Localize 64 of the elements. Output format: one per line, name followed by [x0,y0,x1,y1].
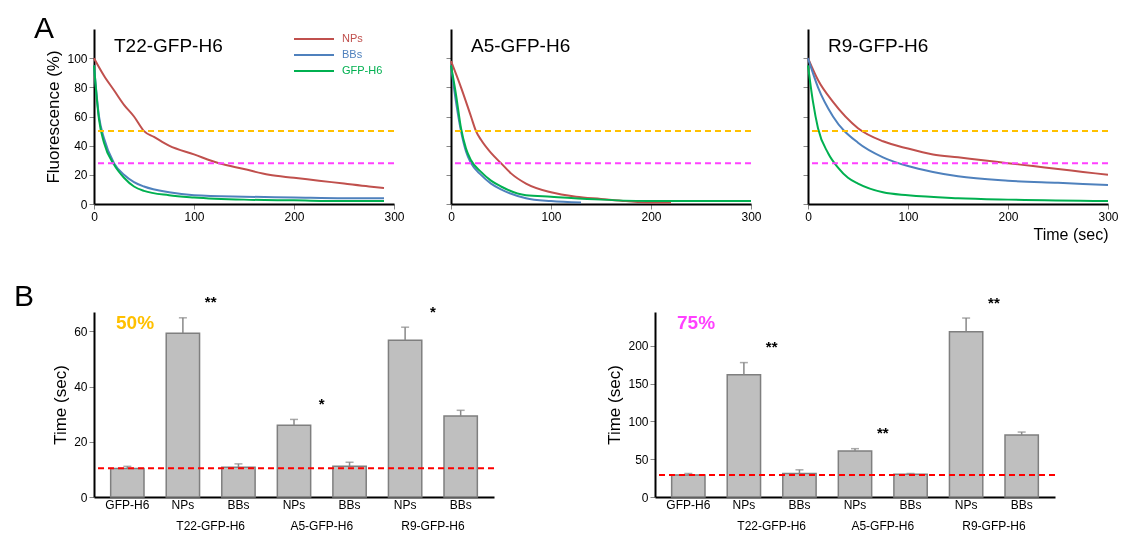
text: R9-GFP-H6 [401,519,465,533]
x-tick-label: 0 [805,209,813,224]
text: A5-GFP-H6 [851,519,915,533]
y-tick-label: 60 [74,324,88,339]
y-tick-label: 60 [74,110,88,124]
y-tick-label: 0 [80,197,88,212]
y-tick-label: 200 [628,339,649,354]
x-tick-label: NPs [954,497,978,512]
annotation: * [318,395,325,413]
legend-label: GFP-H6 [342,64,383,76]
chart-title: 50% [116,312,155,333]
x-tick-label: 100 [898,209,919,224]
x-tick-label: 100 [541,209,562,224]
x-tick-label: BBs [449,497,472,512]
x-tick-label: BBs [788,497,811,512]
x-tick-label: 100 [184,209,205,224]
x-tick-label: 300 [384,209,405,224]
x-tick-label: BBs [899,497,922,512]
x-tick-label: 300 [741,209,762,224]
y-tick-label: 150 [628,377,649,392]
chart-title: R9-GFP-H6 [828,35,929,56]
x-tick-label: BBs [227,497,250,512]
legend-label: BBs [342,48,363,60]
x-axis-title: Time (sec) [1033,225,1109,243]
y-tick-label: 40 [74,139,88,154]
text: B [14,279,35,312]
chart-title: T22-GFP-H6 [114,35,223,56]
legend-label: NPs [342,32,364,44]
text: R9-GFP-H6 [962,519,1026,533]
x-tick-label: 200 [998,209,1019,224]
x-tick-label: BBs [338,497,361,512]
y-axis-title: Time (sec) [605,365,625,445]
x-tick-label: NPs [393,497,417,512]
y-tick-label: 20 [74,435,88,450]
x-tick-label: GFP-H6 [666,497,711,512]
y-axis-title: Time (sec) [51,365,71,445]
text: T22-GFP-H6 [176,519,246,533]
y-axis-title: Fluorescence (%) [44,50,64,184]
text: A [34,11,55,44]
annotation: ** [765,338,778,356]
text: A5-GFP-H6 [290,519,354,533]
x-tick-label: 0 [91,209,99,224]
text: T22-GFP-H6 [737,519,807,533]
x-tick-label: NPs [843,497,867,512]
y-tick-label: 50 [635,452,649,467]
y-tick-label: 100 [628,414,649,429]
x-tick-label: 200 [284,209,305,224]
x-tick-label: NPs [732,497,756,512]
x-tick-label: NPs [282,497,306,512]
chart-title: 75% [677,312,716,333]
x-tick-label: 300 [1098,209,1119,224]
text: ** [988,293,1000,311]
y-tick-label: 100 [67,51,88,66]
chart-title: A5-GFP-H6 [471,35,571,56]
x-tick-label: BBs [1010,497,1033,512]
x-tick-label: NPs [171,497,195,512]
annotation: * [429,302,436,320]
y-tick-label: 20 [74,168,88,183]
x-tick-label: 0 [448,209,456,224]
y-tick-label: 40 [74,380,88,395]
y-tick-label: 80 [74,80,88,95]
x-tick-label: GFP-H6 [105,497,150,512]
text: ** [204,293,217,311]
annotation: ** [876,424,889,442]
